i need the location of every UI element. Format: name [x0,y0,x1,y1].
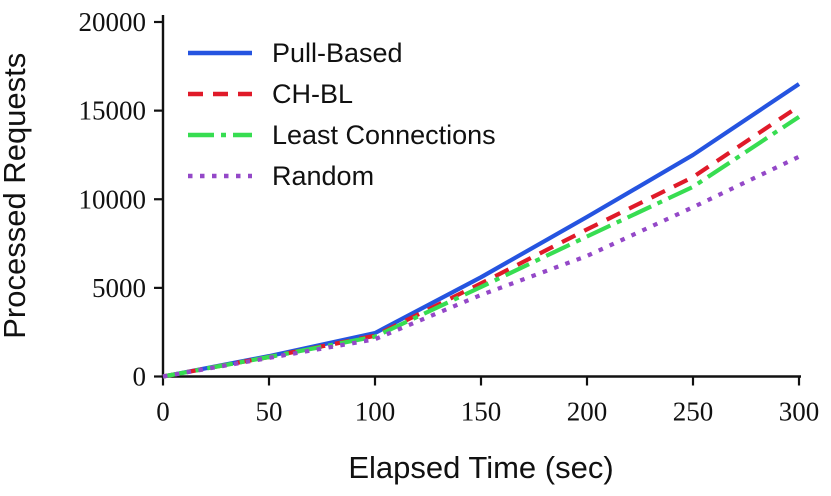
x-tick-label: 0 [156,397,170,427]
x-tick-label: 50 [256,397,283,427]
legend-label: CH-BL [272,79,353,109]
x-axis-label: Elapsed Time (sec) [348,450,613,485]
y-tick-label: 20000 [79,7,147,37]
y-tick-label: 5000 [92,273,146,303]
legend-label: Random [272,161,374,191]
y-tick-label: 10000 [79,184,147,214]
legend-label: Least Connections [272,120,496,150]
x-tick-label: 300 [779,397,820,427]
legend-label: Pull-Based [272,38,403,68]
x-tick-label: 100 [355,397,396,427]
series-line-random [162,154,800,379]
y-tick-label: 15000 [79,96,147,126]
x-tick-label: 250 [673,397,714,427]
y-axis-label: Processed Requests [0,53,32,339]
x-tick-label: 150 [461,397,502,427]
series-line-least-connections [162,115,801,379]
y-tick-label: 0 [133,362,147,392]
x-tick-label: 200 [567,397,608,427]
